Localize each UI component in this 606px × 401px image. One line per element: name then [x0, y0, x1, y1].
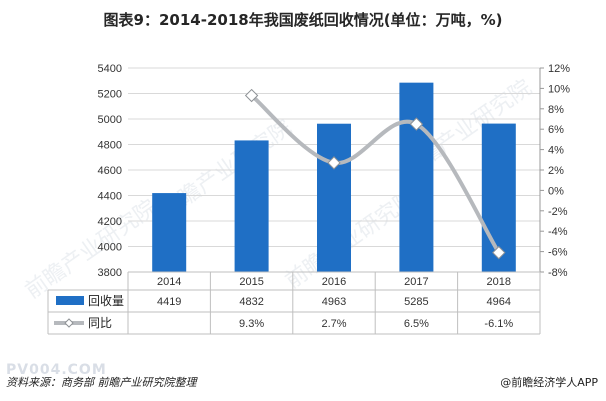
y-left-tick-label: 5400 [98, 63, 122, 75]
yoy-point-2016 [327, 156, 341, 170]
y-right-tick-label: 2% [548, 165, 564, 177]
bar-2016 [317, 123, 351, 272]
bar-value-label: 4832 [239, 296, 263, 308]
y-left-tick-label: 4200 [98, 216, 122, 228]
y-right-tick-label: 4% [548, 145, 564, 157]
y-right-tick-label: 0% [548, 185, 564, 197]
yoy-point-2017 [409, 117, 424, 131]
legend-swatch-bars [56, 296, 84, 305]
watermark-text-2: 前瞻产业研究院 [21, 195, 162, 304]
x-category-label: 2017 [404, 276, 428, 288]
bar-value-label: 5285 [404, 296, 428, 308]
y-right-tick-label: -6% [548, 247, 568, 259]
y-right-tick-label: 6% [548, 124, 564, 136]
bar-value-label: 4419 [157, 296, 181, 308]
y-left-tick-label: 4600 [98, 165, 122, 177]
y-left-tick-label: 5000 [98, 114, 122, 126]
yoy-value-label: 2.7% [321, 318, 346, 330]
legend-label-line: 同比 [88, 316, 112, 330]
x-category-label: 2018 [487, 276, 511, 288]
y-left-tick-label: 5200 [98, 89, 122, 101]
y-left-tick-label: 4000 [98, 242, 122, 254]
chart-title: 图表9：2014-2018年我国废纸回收情况(单位：万吨，%) [103, 11, 503, 29]
y-right-tick-label: 10% [548, 83, 570, 95]
y-left-tick-label: 4800 [98, 140, 122, 152]
legend-marker-line [64, 318, 74, 328]
source-note: 资料来源：商务部 前瞻产业研究院整理 [6, 376, 197, 389]
bar-value-label: 4963 [322, 296, 346, 308]
pv-watermark: PV004.COM [6, 362, 107, 378]
yoy-value-label: 6.5% [404, 318, 429, 330]
y-right-tick-label: 8% [548, 104, 564, 116]
bar-2015 [234, 140, 269, 272]
yoy-line [249, 93, 501, 255]
x-category-label: 2015 [239, 276, 263, 288]
bar-2017 [399, 82, 434, 272]
brand-label: @前瞻经济学人APP [500, 376, 598, 389]
yoy-point-2018 [492, 245, 506, 260]
yoy-value-label: -6.1% [484, 318, 513, 330]
y-right-tick-label: -8% [548, 267, 568, 279]
bar-value-label: 4964 [487, 296, 511, 308]
bar-2014 [152, 193, 187, 272]
y-right-tick-label: 12% [548, 63, 570, 75]
x-category-label: 2016 [322, 276, 346, 288]
y-right-tick-label: -2% [548, 206, 568, 218]
y-right-tick-label: -4% [548, 226, 568, 238]
x-category-label: 2014 [157, 276, 181, 288]
yoy-point-2015 [244, 88, 259, 103]
legend-label-bars: 回收量 [88, 294, 124, 308]
yoy-value-label: 9.3% [239, 318, 264, 330]
y-left-tick-label: 4400 [98, 191, 122, 203]
y-left-tick-label: 3800 [98, 267, 122, 279]
